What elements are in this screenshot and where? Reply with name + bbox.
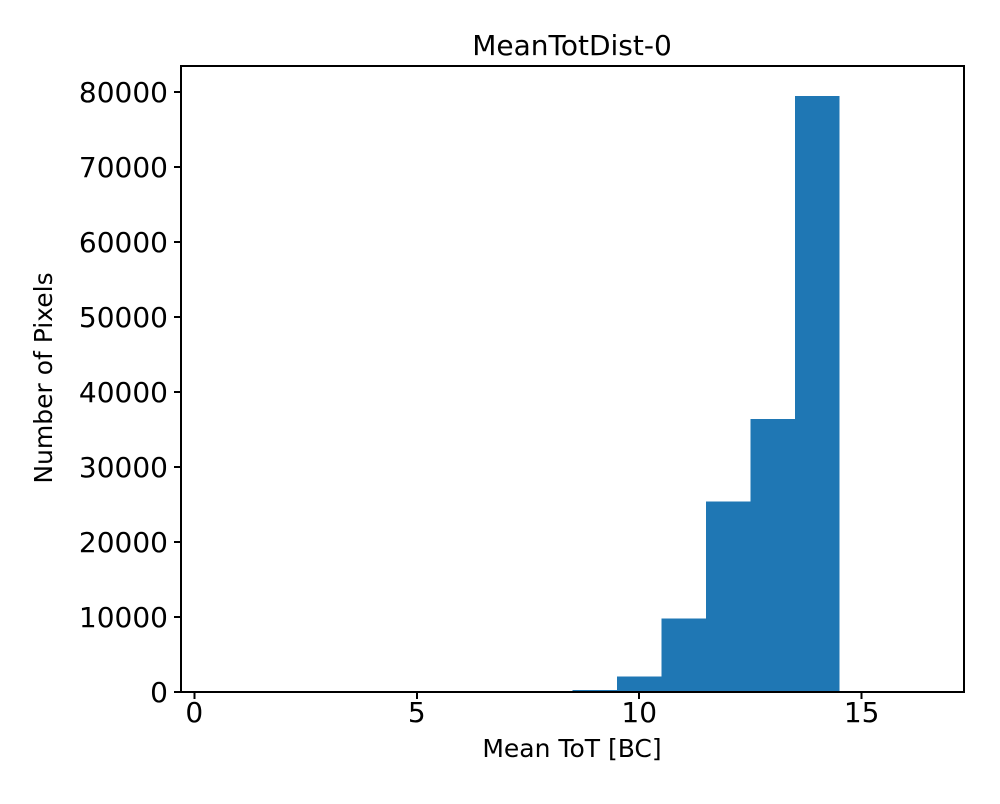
histogram-bar: [617, 676, 662, 692]
y-tick-label: 20000: [79, 526, 168, 559]
y-tick-label: 50000: [79, 301, 168, 334]
x-axis-label: Mean ToT [BC]: [482, 734, 661, 763]
y-axis-label: Number of Pixels: [29, 272, 58, 483]
histogram-bars: [572, 95, 840, 693]
histogram-bar: [794, 95, 840, 693]
y-tick-label: 60000: [79, 226, 168, 259]
histogram-bar: [706, 501, 751, 692]
x-axis-ticks: 0 5 10 15: [185, 692, 879, 729]
x-tick-label: 0: [185, 696, 203, 729]
chart-title: MeanTotDist-0: [472, 29, 672, 62]
x-tick-label: 15: [844, 696, 880, 729]
y-axis-ticks: 0 10000 20000 30000 40000 50000 60000 70000 8000…: [79, 76, 181, 709]
histogram-bar: [661, 618, 706, 692]
x-tick-label: 5: [408, 696, 426, 729]
x-tick-label: 10: [621, 696, 657, 729]
y-tick-label: 30000: [79, 451, 168, 484]
y-tick-label: 0: [150, 676, 168, 709]
y-tick-label: 40000: [79, 376, 168, 409]
y-tick-label: 70000: [79, 151, 168, 184]
axes-frame: [180, 65, 965, 693]
y-tick-label: 80000: [79, 76, 168, 109]
y-tick-label: 10000: [79, 601, 168, 634]
histogram-bar: [750, 419, 795, 692]
